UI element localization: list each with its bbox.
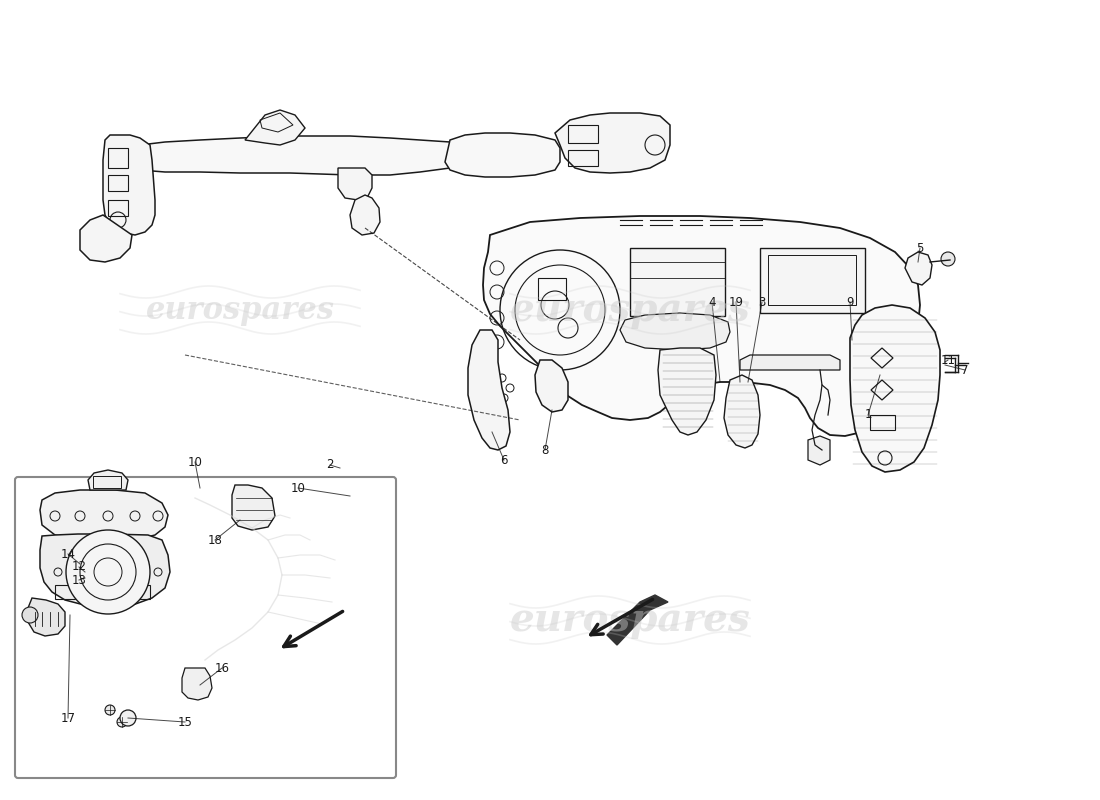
- Circle shape: [22, 607, 38, 623]
- Text: 7: 7: [961, 363, 969, 377]
- Polygon shape: [275, 605, 340, 658]
- Bar: [130, 585, 150, 599]
- Polygon shape: [850, 305, 940, 472]
- Text: 10: 10: [188, 455, 202, 469]
- Circle shape: [66, 530, 150, 614]
- Text: 16: 16: [214, 662, 230, 674]
- Polygon shape: [28, 598, 65, 636]
- Polygon shape: [468, 330, 510, 450]
- Polygon shape: [80, 215, 132, 262]
- Polygon shape: [245, 110, 305, 145]
- Bar: [630, 248, 725, 316]
- Bar: [568, 150, 598, 166]
- Polygon shape: [808, 436, 830, 465]
- Bar: [55, 585, 75, 599]
- Polygon shape: [130, 136, 460, 175]
- Text: 10: 10: [290, 482, 306, 494]
- Circle shape: [117, 717, 126, 727]
- FancyBboxPatch shape: [15, 477, 396, 778]
- Polygon shape: [607, 595, 668, 645]
- Polygon shape: [535, 360, 568, 412]
- Text: 3: 3: [758, 295, 766, 309]
- Polygon shape: [446, 133, 560, 177]
- Text: eurospares: eurospares: [509, 291, 750, 329]
- Text: 19: 19: [728, 295, 744, 309]
- Bar: [108, 175, 128, 191]
- Polygon shape: [88, 470, 128, 490]
- Polygon shape: [40, 534, 170, 608]
- Polygon shape: [740, 355, 840, 370]
- Bar: [108, 148, 128, 168]
- Circle shape: [940, 252, 955, 266]
- Text: 4: 4: [708, 295, 716, 309]
- Text: 1: 1: [865, 409, 871, 422]
- Text: 13: 13: [72, 574, 87, 586]
- Polygon shape: [40, 490, 168, 542]
- Text: 11: 11: [940, 354, 956, 366]
- Polygon shape: [232, 485, 275, 530]
- Circle shape: [120, 710, 136, 726]
- Polygon shape: [658, 348, 716, 435]
- Polygon shape: [556, 113, 670, 173]
- Text: 5: 5: [916, 242, 924, 254]
- Text: 2: 2: [327, 458, 333, 471]
- Polygon shape: [103, 135, 155, 235]
- Polygon shape: [182, 668, 212, 700]
- Text: 6: 6: [500, 454, 508, 466]
- Bar: [768, 255, 856, 305]
- Circle shape: [104, 705, 116, 715]
- Polygon shape: [724, 375, 760, 448]
- Text: 15: 15: [177, 715, 192, 729]
- Polygon shape: [338, 168, 372, 200]
- Text: 18: 18: [208, 534, 222, 546]
- Bar: [538, 278, 566, 300]
- Bar: [870, 415, 895, 430]
- Polygon shape: [865, 330, 900, 405]
- Text: 8: 8: [541, 443, 549, 457]
- Bar: [568, 125, 598, 143]
- Bar: [760, 248, 865, 313]
- Text: eurospares: eurospares: [509, 601, 750, 639]
- Text: 14: 14: [60, 547, 76, 561]
- Text: 17: 17: [60, 711, 76, 725]
- Bar: [94, 476, 121, 488]
- Polygon shape: [620, 313, 730, 350]
- Polygon shape: [350, 195, 380, 235]
- Bar: [108, 200, 128, 216]
- Polygon shape: [905, 252, 932, 285]
- Text: 12: 12: [72, 561, 87, 574]
- Text: 9: 9: [846, 295, 854, 309]
- Polygon shape: [483, 216, 920, 436]
- Text: eurospares: eurospares: [145, 294, 334, 326]
